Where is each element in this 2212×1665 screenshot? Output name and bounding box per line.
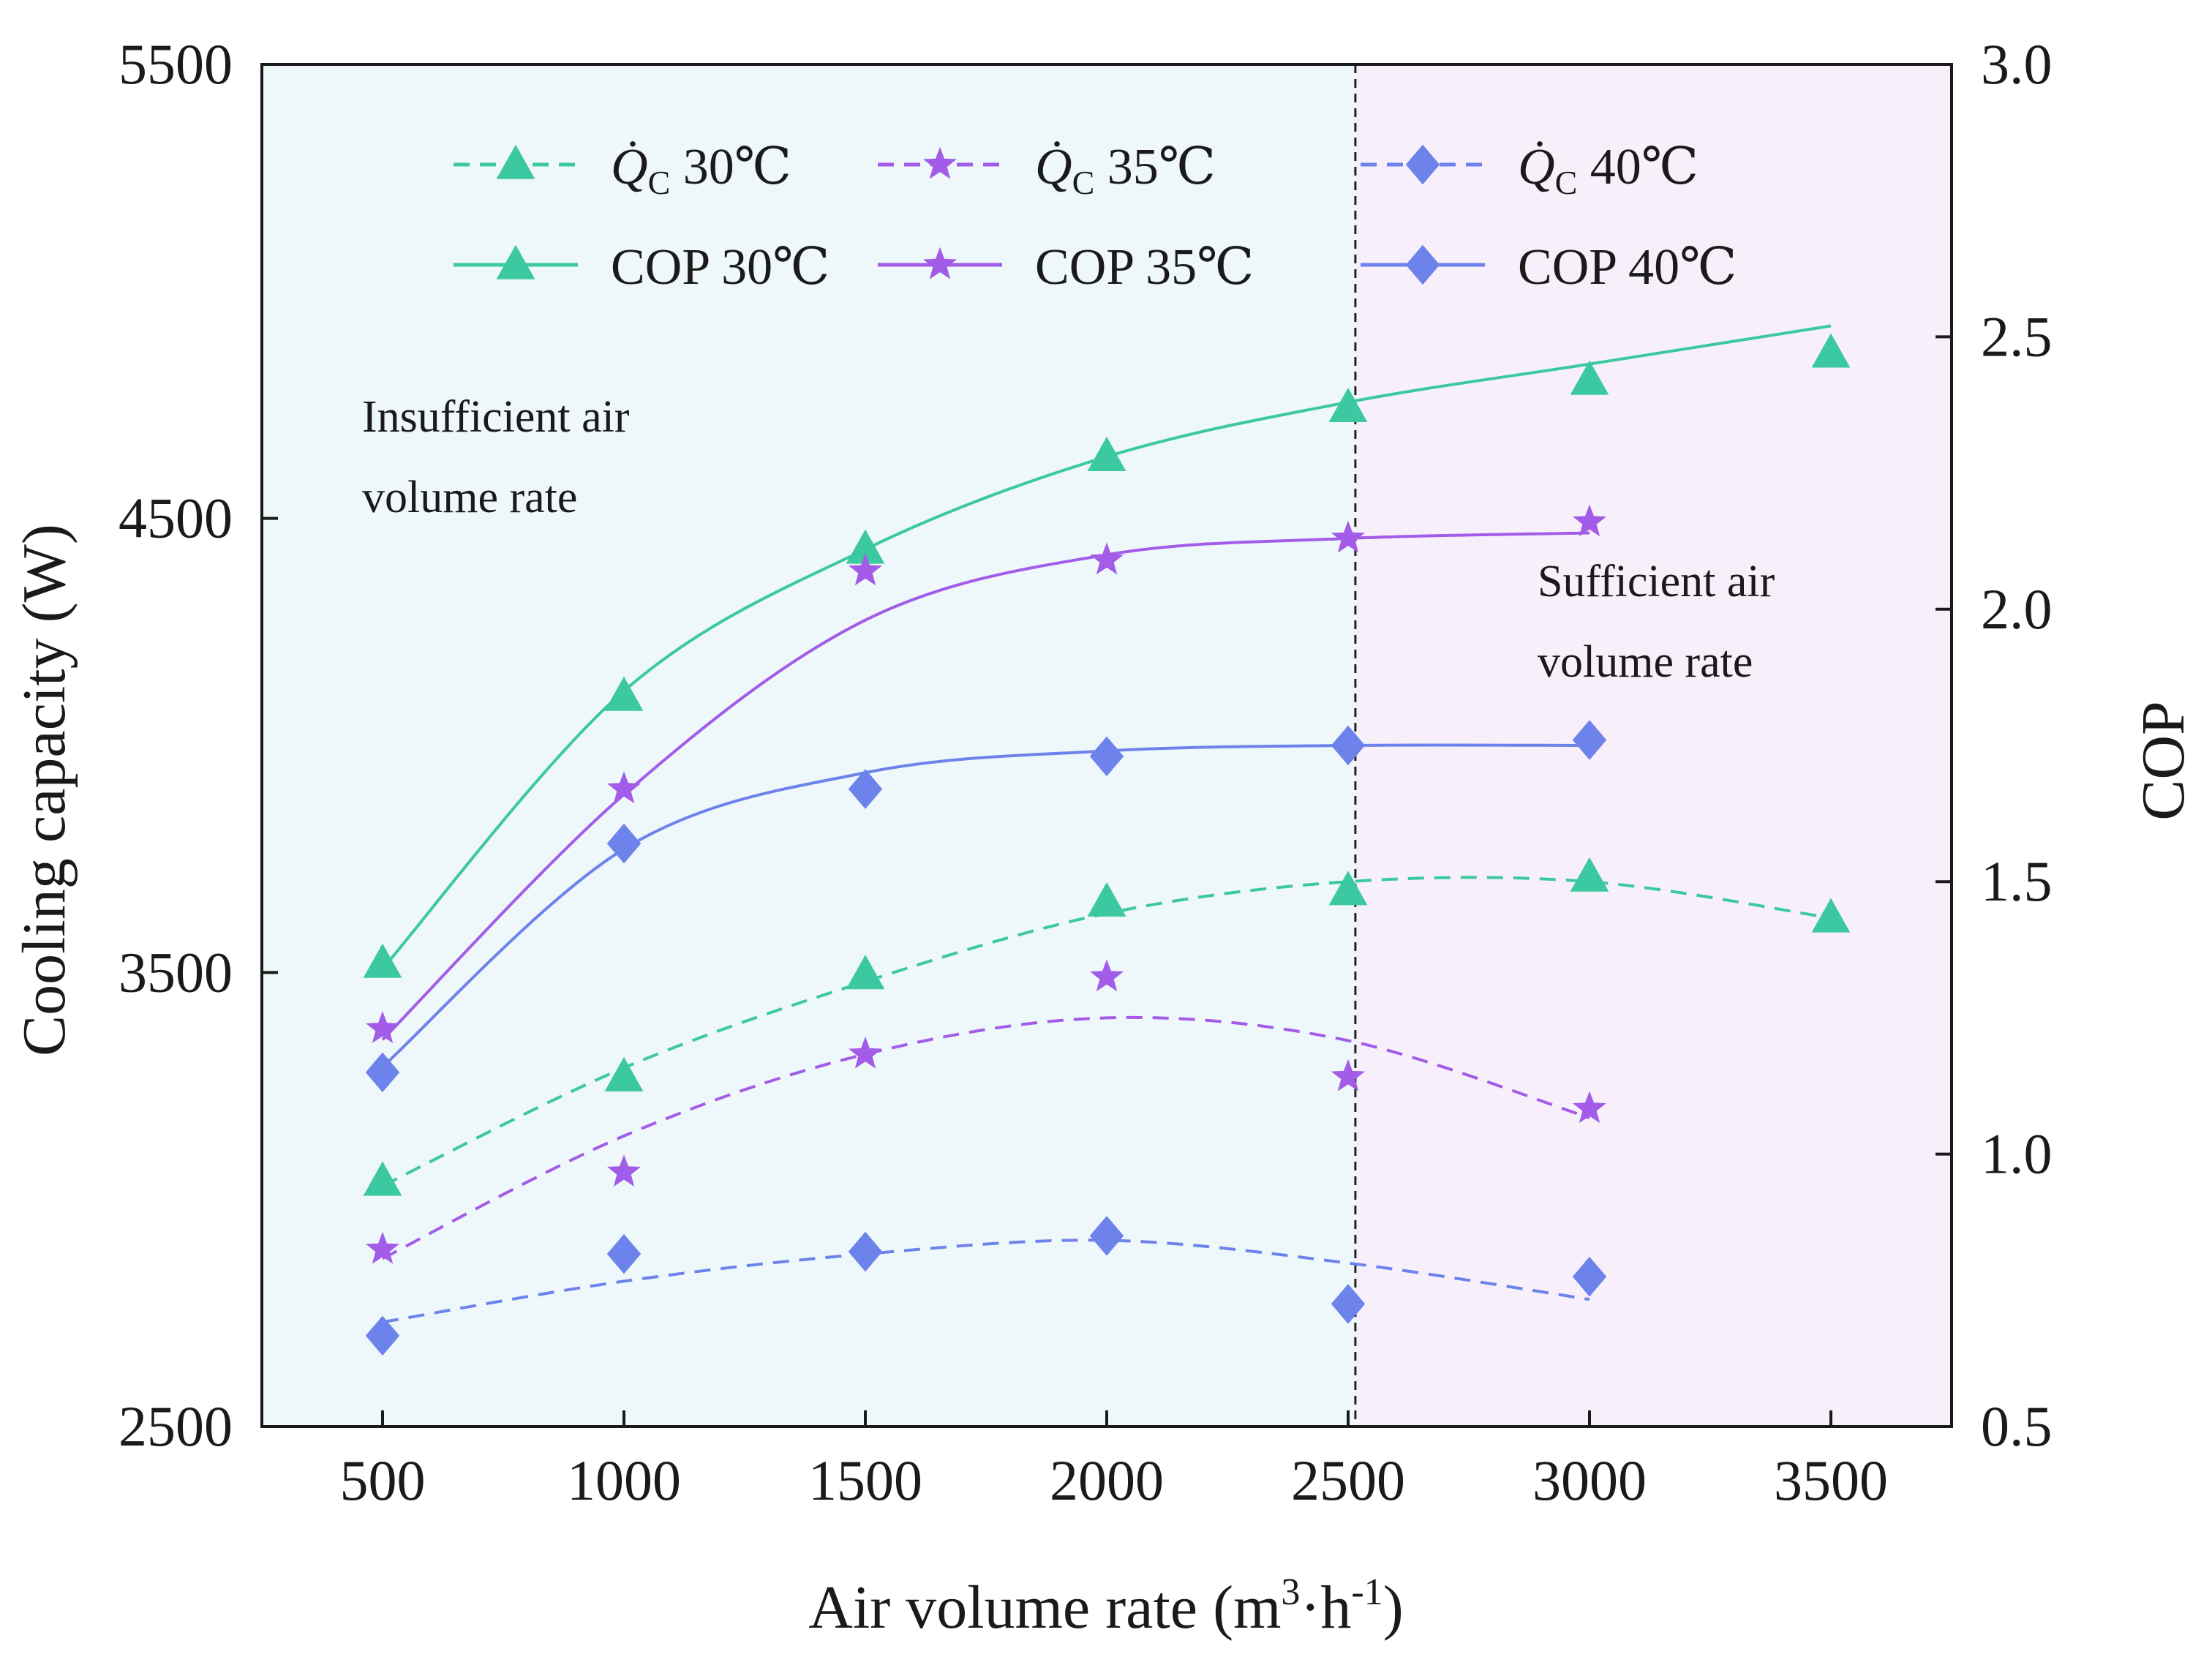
data-point-s4-2 <box>848 553 883 586</box>
series-line-4 <box>381 531 1590 1041</box>
data-point-s0-6 <box>1811 898 1851 933</box>
data-point-s0-5 <box>1570 857 1609 892</box>
y-left-tick-label: 2500 <box>118 1394 233 1458</box>
series-markers <box>363 333 1851 1356</box>
data-point-s3-1 <box>604 676 644 711</box>
legend-label-1: Q̇C 35℃ <box>1035 139 1216 201</box>
x-axis-title: Air volume rate (m3·h-1) <box>808 1571 1403 1642</box>
data-point-s3-4 <box>1328 387 1368 423</box>
annotations: Insufficient air volume rate Sufficient ai… <box>362 392 1775 687</box>
data-point-s0-0 <box>363 1161 402 1196</box>
y-right-tick-label: 0.5 <box>1981 1394 2053 1458</box>
legend-label-5: COP 40℃ <box>1518 239 1737 296</box>
data-point-s0-4 <box>1328 871 1368 906</box>
data-point-s0-2 <box>846 955 885 990</box>
data-point-s2-3 <box>1089 1216 1124 1256</box>
legend-label-4: COP 35℃ <box>1035 239 1254 296</box>
data-point-s2-0 <box>365 1315 400 1356</box>
legend-marker-5 <box>1405 244 1440 285</box>
data-point-s4-3 <box>1089 542 1124 575</box>
data-point-s1-3 <box>1089 959 1124 992</box>
y-left-tick-label: 5500 <box>118 32 233 96</box>
legend-label-0: Q̇C 30℃ <box>611 139 791 201</box>
annotation-sufficient: Sufficient air <box>1538 557 1775 606</box>
data-point-s5-2 <box>848 769 883 809</box>
data-point-s0-3 <box>1087 882 1126 917</box>
series-line-2 <box>382 1239 1590 1324</box>
y-right-tick-label: 1.0 <box>1981 1122 2053 1186</box>
data-point-s5-5 <box>1572 720 1607 760</box>
data-point-s3-5 <box>1570 360 1609 395</box>
data-point-s4-4 <box>1331 520 1366 553</box>
y-left-tick-label: 3500 <box>118 940 233 1004</box>
x-tick-label: 1000 <box>567 1448 681 1512</box>
data-point-s1-1 <box>606 1154 642 1187</box>
background-regions <box>262 64 1952 1427</box>
annotation-insufficient: Insufficient air <box>362 392 630 442</box>
legend-marker-3 <box>496 244 535 279</box>
data-point-s2-1 <box>606 1233 642 1274</box>
legend-label-3: COP 30℃ <box>611 239 830 296</box>
x-tick-label: 3000 <box>1532 1448 1647 1512</box>
data-point-s1-4 <box>1331 1059 1366 1091</box>
data-point-s3-2 <box>846 529 885 564</box>
legend-marker-0 <box>496 144 535 179</box>
data-point-s0-1 <box>604 1056 644 1091</box>
series-line-5 <box>381 743 1590 1068</box>
y-axis-right-title: COP <box>2129 701 2197 820</box>
data-point-s2-2 <box>848 1231 883 1272</box>
y-left-tick-label: 4500 <box>118 486 233 550</box>
data-point-s1-2 <box>848 1036 883 1069</box>
annotation-insufficient: volume rate <box>362 473 577 522</box>
data-point-s5-4 <box>1331 725 1366 766</box>
annotation-sufficient: volume rate <box>1538 637 1753 687</box>
data-point-s5-0 <box>365 1052 400 1093</box>
legend-marker-4 <box>922 247 958 279</box>
data-point-s4-1 <box>606 771 642 804</box>
x-tick-label: 500 <box>340 1448 426 1512</box>
legend: Q̇C 30℃ Q̇C 35℃ Q̇C 40℃ COP 30℃ COP 35℃ COP 4… <box>454 139 1737 296</box>
y-right-tick-label: 1.5 <box>1981 849 2053 913</box>
data-point-s5-1 <box>606 823 642 864</box>
data-point-s4-0 <box>365 1011 400 1043</box>
data-point-s1-0 <box>365 1231 400 1264</box>
data-point-s2-4 <box>1331 1284 1366 1324</box>
data-point-s4-5 <box>1572 504 1607 537</box>
y-right-tick-label: 2.5 <box>1981 304 2053 368</box>
data-point-s3-3 <box>1087 436 1126 472</box>
legend-marker-1 <box>922 146 958 179</box>
data-point-s2-5 <box>1572 1256 1607 1297</box>
region-insufficient <box>262 64 1355 1427</box>
x-tick-label: 3500 <box>1774 1448 1888 1512</box>
x-tick-label: 1500 <box>808 1448 922 1512</box>
legend-label-2: Q̇C 40℃ <box>1518 139 1698 201</box>
data-point-s1-5 <box>1572 1091 1607 1124</box>
axes: 500 1000 1500 2000 2500 3000 3500 2500 3500 4500 5… <box>118 32 2053 1512</box>
legend-marker-2 <box>1405 144 1440 185</box>
x-tick-label: 2000 <box>1050 1448 1164 1512</box>
data-point-s3-0 <box>363 943 402 978</box>
series-line-1 <box>382 1015 1590 1260</box>
y-right-tick-label: 3.0 <box>1981 32 2053 96</box>
y-axis-left-title: Cooling capacity (W) <box>10 524 78 1056</box>
y-right-tick-label: 2.0 <box>1981 577 2053 641</box>
data-point-s5-3 <box>1089 736 1124 777</box>
data-point-s3-6 <box>1811 333 1851 368</box>
x-tick-label: 2500 <box>1291 1448 1405 1512</box>
